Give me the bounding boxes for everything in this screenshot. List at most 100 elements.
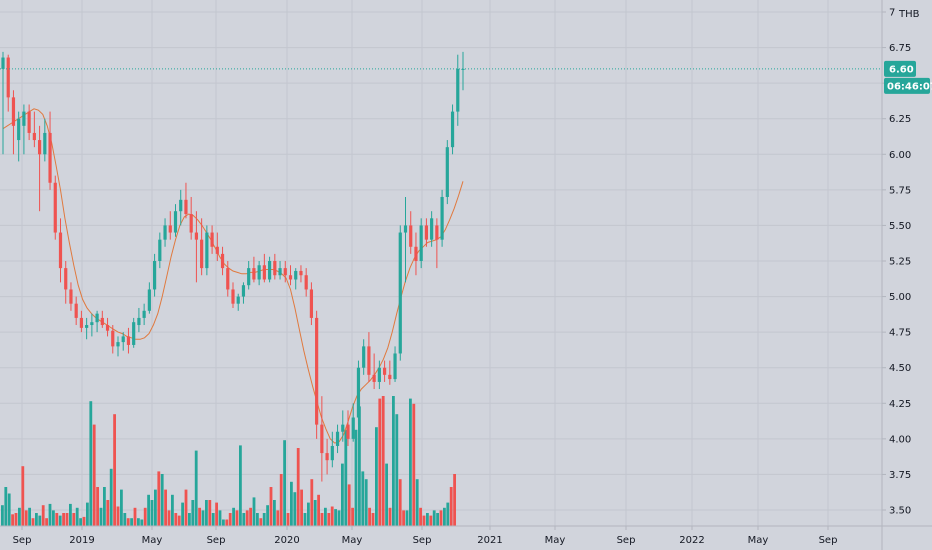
candle-body [304, 275, 308, 290]
volume-bar [232, 507, 235, 526]
candle-body [315, 317, 319, 425]
volume-bar [443, 507, 446, 526]
candle-body [11, 97, 16, 126]
candle-body [372, 374, 376, 382]
candle-body [403, 225, 408, 233]
volume-bar [402, 510, 405, 526]
volume-bar [415, 479, 419, 526]
candle-body [168, 225, 172, 233]
price-tick-label: 4.50 [889, 363, 911, 374]
time-axis[interactable]: Sep 2019 May Sep 2020 May Sep 2021 May Sep 2022 May… [13, 526, 838, 546]
volume-bar [143, 507, 147, 526]
volume-bar [21, 466, 25, 526]
candle-body [294, 270, 298, 280]
candle-body [184, 199, 188, 215]
price-tick-label: 3.75 [889, 470, 911, 481]
candle-body [440, 196, 444, 240]
volume-bar [191, 500, 195, 526]
volume-bar [69, 503, 72, 526]
volume-bar [96, 487, 99, 526]
candle-body [346, 424, 350, 439]
price-tick-label: 5.75 [889, 185, 911, 196]
volume-bar [35, 513, 38, 526]
volume-bar [235, 510, 239, 526]
time-tick-label: 2020 [274, 535, 299, 546]
candle-body [262, 265, 266, 280]
volume-bar [137, 518, 140, 526]
volume-bar [126, 518, 130, 526]
volume-bar [405, 510, 409, 526]
candle-body [299, 270, 303, 276]
candle-body [236, 296, 240, 304]
candle-body [226, 268, 230, 290]
candle-body [6, 57, 10, 98]
currency-unit-label: THB [898, 9, 920, 20]
candle-body [95, 313, 99, 323]
volume-bar [123, 513, 127, 526]
volume-bar [279, 474, 283, 526]
volume-bar [130, 518, 133, 526]
volume-bar [449, 487, 453, 526]
volume-bar [422, 515, 426, 526]
volume-bar [109, 468, 113, 526]
candle-body [382, 367, 387, 375]
candle-body [414, 246, 418, 261]
volume-bar [133, 507, 137, 526]
price-axis[interactable]: 76.756.506.256.005.755.505.255.004.754.5… [882, 8, 911, 517]
volume-bar [276, 510, 280, 526]
candle-body [200, 239, 204, 269]
volume-bar [446, 502, 450, 526]
candle-body [210, 232, 214, 247]
candle-body [173, 211, 178, 233]
candle-body [257, 265, 261, 280]
volume-bar [14, 513, 18, 526]
candle-body [231, 289, 235, 304]
volume-bar [208, 500, 212, 526]
volume-bar [327, 513, 331, 526]
volume-bar [31, 518, 35, 526]
volume-bar [45, 518, 48, 526]
volume-bar [412, 403, 416, 526]
candle-body [17, 118, 21, 141]
last-price-tag-background [884, 60, 916, 77]
candle-body [377, 367, 381, 382]
volume-bar [344, 429, 348, 526]
candle-body [283, 268, 287, 276]
volume-bar [113, 414, 116, 526]
candle-body [116, 342, 120, 347]
candle-body [430, 218, 434, 240]
time-tick-label: 2022 [679, 535, 704, 546]
candle-body [362, 346, 366, 368]
candle-body [158, 239, 162, 261]
volume-bar [174, 513, 178, 526]
volume-bar [361, 471, 365, 526]
candle-body [37, 140, 42, 155]
candle-body [163, 225, 167, 240]
volume-bar [371, 513, 375, 526]
candle-body [205, 232, 209, 269]
volume-bar [273, 500, 276, 526]
candle-body [100, 317, 104, 326]
volume-bar [262, 513, 266, 526]
volume-bar [283, 440, 286, 526]
candle-body [69, 289, 73, 304]
price-tick-label: 6.75 [889, 43, 911, 54]
volume-bar [378, 398, 382, 526]
volume-bar [89, 401, 93, 526]
volume-bar [334, 509, 337, 526]
countdown-tag-background [884, 77, 930, 94]
volume-bar [222, 519, 225, 526]
volume-bar [75, 507, 79, 526]
volume-bar [239, 445, 242, 526]
volume-bars [1, 396, 456, 526]
volume-bar [385, 463, 388, 526]
volume-bar [106, 500, 110, 526]
volume-bar [347, 484, 351, 526]
volume-bar [225, 519, 229, 526]
volume-bar [266, 505, 269, 526]
candle-body [320, 424, 324, 454]
price-tick-label: 7 [889, 8, 895, 19]
volume-bar [48, 503, 52, 526]
